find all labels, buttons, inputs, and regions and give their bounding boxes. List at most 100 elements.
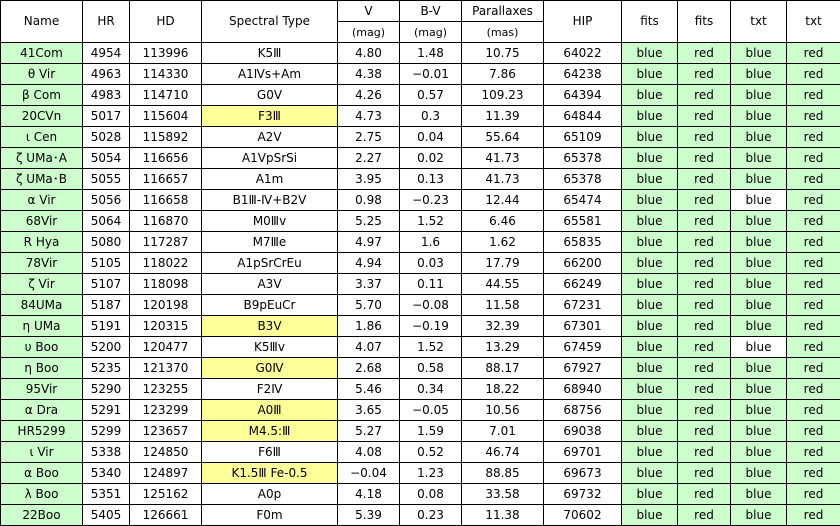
txt-blue-link[interactable]: blue [730, 168, 787, 190]
txt-blue-link[interactable]: blue [730, 462, 787, 484]
fits-blue-link[interactable]: blue [621, 399, 678, 421]
table-row: HR5299 5299 123657 M4.5:Ⅲ 5.27 1.59 7.01 69038 b… [0, 420, 840, 442]
fits-blue-link[interactable]: blue [621, 462, 678, 484]
fits-blue-link[interactable]: blue [621, 273, 678, 295]
txt-red-link[interactable]: red [786, 147, 840, 169]
star-name-cell: 41Com [0, 42, 83, 64]
txt-red-link[interactable]: red [786, 441, 840, 463]
fits-red-link[interactable]: red [677, 378, 731, 400]
txt-blue-link[interactable]: blue [730, 126, 787, 148]
fits-red-link[interactable]: red [677, 294, 731, 316]
fits-red-link[interactable]: red [677, 441, 731, 463]
fits-red-link[interactable]: red [677, 63, 731, 85]
txt-blue-link[interactable]: blue [730, 399, 787, 421]
txt-blue-link[interactable]: blue [730, 315, 787, 337]
txt-red-link[interactable]: red [786, 378, 840, 400]
fits-red-link[interactable]: red [677, 420, 731, 442]
fits-red-link[interactable]: red [677, 462, 731, 484]
txt-red-link[interactable]: red [786, 168, 840, 190]
txt-blue-link[interactable]: blue [730, 210, 787, 232]
fits-red-link[interactable]: red [677, 252, 731, 274]
fits-red-link[interactable]: red [677, 231, 731, 253]
txt-red-link[interactable]: red [786, 462, 840, 484]
fits-blue-link[interactable]: blue [621, 315, 678, 337]
txt-blue-link[interactable]: blue [730, 147, 787, 169]
spectral-type-cell: A2Ⅴ [201, 126, 338, 148]
fits-blue-link[interactable]: blue [621, 168, 678, 190]
txt-red-link[interactable]: red [786, 420, 840, 442]
hip-cell: 67459 [543, 336, 622, 358]
txt-red-link[interactable]: red [786, 210, 840, 232]
fits-red-link[interactable]: red [677, 168, 731, 190]
fits-red-link[interactable]: red [677, 399, 731, 421]
txt-red-link[interactable]: red [786, 399, 840, 421]
txt-red-link[interactable]: red [786, 105, 840, 127]
txt-blue-link[interactable]: blue [730, 357, 787, 379]
hd-cell: 116657 [129, 168, 202, 190]
txt-blue-link[interactable]: blue [730, 378, 787, 400]
fits-blue-link[interactable]: blue [621, 105, 678, 127]
txt-red-link[interactable]: red [786, 252, 840, 274]
txt-red-link[interactable]: red [786, 273, 840, 295]
fits-blue-link[interactable]: blue [621, 42, 678, 64]
txt-blue-link[interactable]: blue [730, 105, 787, 127]
fits-blue-link[interactable]: blue [621, 147, 678, 169]
fits-red-link[interactable]: red [677, 147, 731, 169]
txt-red-link[interactable]: red [786, 483, 840, 505]
fits-red-link[interactable]: red [677, 504, 731, 526]
fits-red-link[interactable]: red [677, 42, 731, 64]
txt-blue-link[interactable]: blue [730, 231, 787, 253]
fits-blue-link[interactable]: blue [621, 210, 678, 232]
txt-blue-link[interactable]: blue [730, 252, 787, 274]
fits-blue-link[interactable]: blue [621, 189, 678, 211]
txt-blue-link[interactable]: blue [730, 294, 787, 316]
hd-cell: 126661 [129, 504, 202, 526]
fits-red-link[interactable]: red [677, 315, 731, 337]
txt-blue-link[interactable]: blue [730, 42, 787, 64]
fits-blue-link[interactable]: blue [621, 357, 678, 379]
fits-blue-link[interactable]: blue [621, 252, 678, 274]
fits-red-link[interactable]: red [677, 189, 731, 211]
fits-blue-link[interactable]: blue [621, 84, 678, 106]
txt-red-link[interactable]: red [786, 315, 840, 337]
txt-blue-link[interactable]: blue [730, 63, 787, 85]
txt-red-link[interactable]: red [786, 84, 840, 106]
fits-blue-link[interactable]: blue [621, 441, 678, 463]
fits-red-link[interactable]: red [677, 483, 731, 505]
fits-blue-link[interactable]: blue [621, 126, 678, 148]
fits-blue-link[interactable]: blue [621, 294, 678, 316]
txt-blue-link[interactable]: blue [730, 189, 787, 211]
fits-blue-link[interactable]: blue [621, 63, 678, 85]
txt-blue-link[interactable]: blue [730, 84, 787, 106]
fits-blue-link[interactable]: blue [621, 504, 678, 526]
txt-red-link[interactable]: red [786, 63, 840, 85]
fits-blue-link[interactable]: blue [621, 378, 678, 400]
txt-red-link[interactable]: red [786, 294, 840, 316]
fits-blue-link[interactable]: blue [621, 231, 678, 253]
txt-blue-link[interactable]: blue [730, 336, 787, 358]
txt-red-link[interactable]: red [786, 189, 840, 211]
fits-blue-link[interactable]: blue [621, 483, 678, 505]
txt-red-link[interactable]: red [786, 504, 840, 526]
txt-blue-link[interactable]: blue [730, 504, 787, 526]
txt-red-link[interactable]: red [786, 42, 840, 64]
txt-red-link[interactable]: red [786, 231, 840, 253]
fits-red-link[interactable]: red [677, 357, 731, 379]
txt-blue-link[interactable]: blue [730, 420, 787, 442]
fits-blue-link[interactable]: blue [621, 336, 678, 358]
spectral-type-cell: A1pSrCrEu [201, 252, 338, 274]
fits-red-link[interactable]: red [677, 84, 731, 106]
fits-red-link[interactable]: red [677, 336, 731, 358]
txt-red-link[interactable]: red [786, 357, 840, 379]
txt-red-link[interactable]: red [786, 336, 840, 358]
txt-blue-link[interactable]: blue [730, 273, 787, 295]
fits-red-link[interactable]: red [677, 105, 731, 127]
fits-red-link[interactable]: red [677, 210, 731, 232]
fits-red-link[interactable]: red [677, 273, 731, 295]
fits-blue-link[interactable]: blue [621, 420, 678, 442]
fits-red-link[interactable]: red [677, 126, 731, 148]
txt-blue-link[interactable]: blue [730, 441, 787, 463]
txt-blue-link[interactable]: blue [730, 483, 787, 505]
hr-cell: 5340 [82, 462, 130, 484]
txt-red-link[interactable]: red [786, 126, 840, 148]
